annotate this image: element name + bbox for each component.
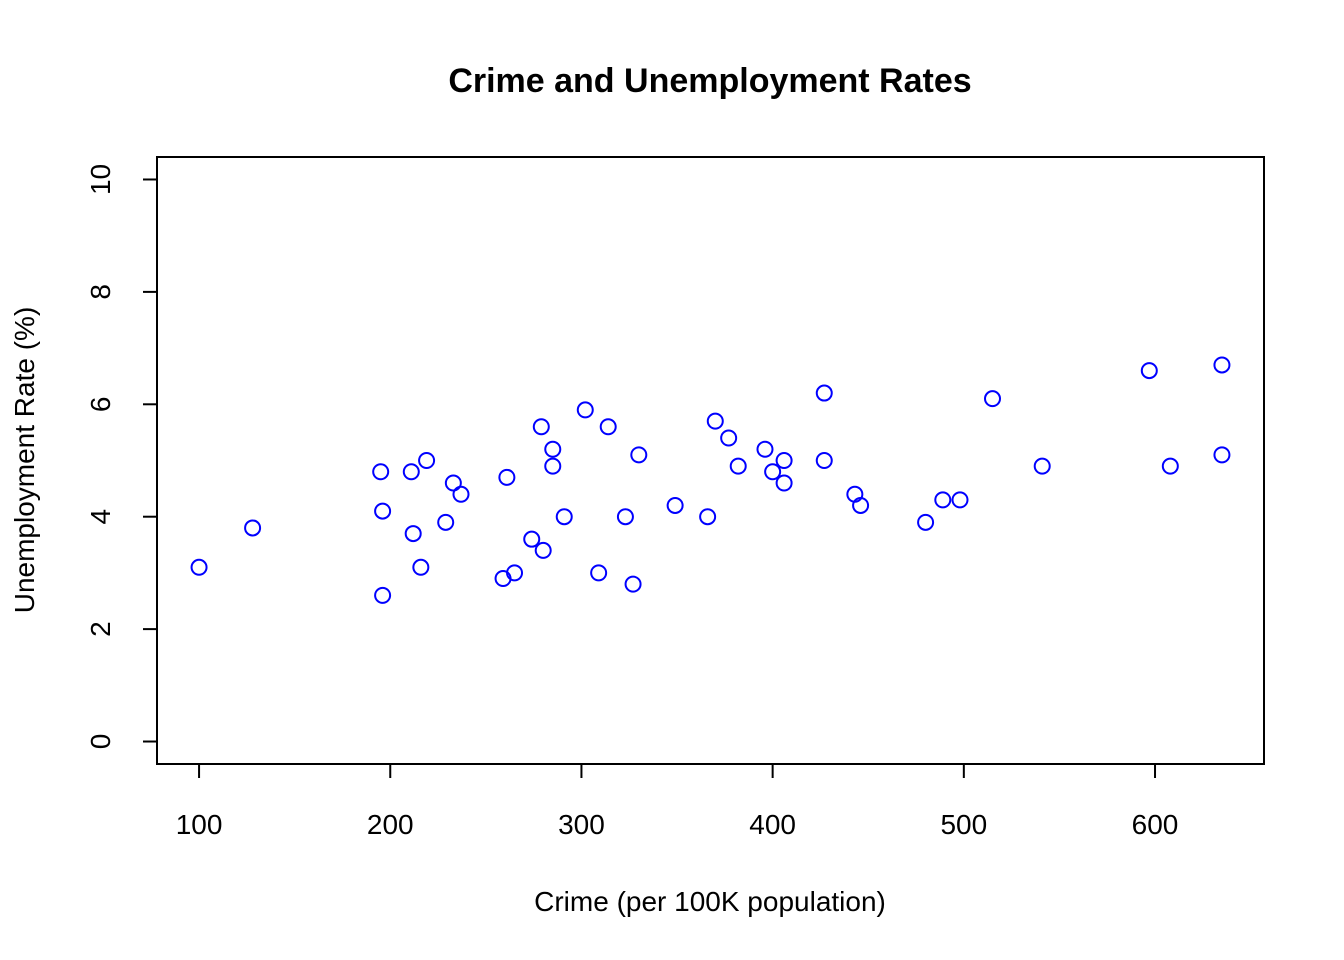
y-axis: 0 2 4 6 8 10 <box>85 164 158 750</box>
data-point <box>555 508 573 526</box>
data-point <box>764 463 782 481</box>
data-point <box>1161 457 1179 475</box>
x-tick-label: 300 <box>558 809 605 840</box>
data-point <box>624 575 642 593</box>
x-tick-label: 200 <box>367 809 414 840</box>
data-point <box>1213 446 1231 464</box>
data-point <box>544 457 562 475</box>
y-tick-label: 0 <box>85 734 116 750</box>
y-tick-label: 2 <box>85 621 116 637</box>
data-point <box>437 513 455 531</box>
data-point <box>775 452 793 469</box>
data-point <box>852 496 870 514</box>
y-tick-label: 6 <box>85 397 116 413</box>
data-point <box>951 491 969 509</box>
x-tick-label: 400 <box>749 809 796 840</box>
data-point <box>576 401 594 419</box>
y-tick-label: 4 <box>85 509 116 525</box>
y-tick-label: 8 <box>85 284 116 300</box>
data-point <box>418 452 436 469</box>
data-point <box>699 508 717 526</box>
data-point <box>706 412 724 430</box>
data-point <box>720 429 738 447</box>
data-point <box>1213 356 1231 374</box>
data-point <box>756 440 774 458</box>
y-axis-label: Unemployment Rate (%) <box>9 307 40 614</box>
x-axis: 100 200 300 400 500 600 <box>176 763 1179 840</box>
data-point <box>775 474 793 492</box>
data-points <box>190 356 1231 604</box>
data-point <box>374 502 392 520</box>
data-point <box>506 564 524 582</box>
data-point <box>190 558 208 576</box>
x-tick-label: 500 <box>940 809 987 840</box>
x-tick-label: 100 <box>176 809 223 840</box>
data-point <box>934 491 952 509</box>
data-point <box>815 384 833 402</box>
data-point <box>412 558 430 576</box>
data-point <box>374 586 392 604</box>
data-point <box>1033 457 1051 475</box>
data-point <box>523 530 541 548</box>
data-point <box>590 564 608 582</box>
data-point <box>444 474 462 492</box>
data-point <box>544 440 562 458</box>
data-point <box>917 513 935 531</box>
data-point <box>630 446 648 464</box>
data-point <box>666 496 684 514</box>
chart-title: Crime and Unemployment Rates <box>448 62 971 100</box>
data-point <box>815 452 833 469</box>
x-tick-label: 600 <box>1132 809 1179 840</box>
data-point <box>729 457 747 475</box>
data-point <box>498 468 516 486</box>
data-point <box>372 463 390 481</box>
data-point <box>599 418 617 436</box>
data-point <box>244 519 262 537</box>
plot-frame <box>156 156 1265 765</box>
y-tick-label: 10 <box>85 164 116 195</box>
data-point <box>616 508 634 526</box>
data-point <box>452 485 470 503</box>
data-point <box>534 541 552 559</box>
data-point <box>532 418 550 436</box>
data-point <box>404 525 422 543</box>
data-point <box>984 390 1002 408</box>
data-point <box>402 463 420 481</box>
data-point <box>1140 362 1158 380</box>
x-axis-label: Crime (per 100K population) <box>534 886 886 917</box>
